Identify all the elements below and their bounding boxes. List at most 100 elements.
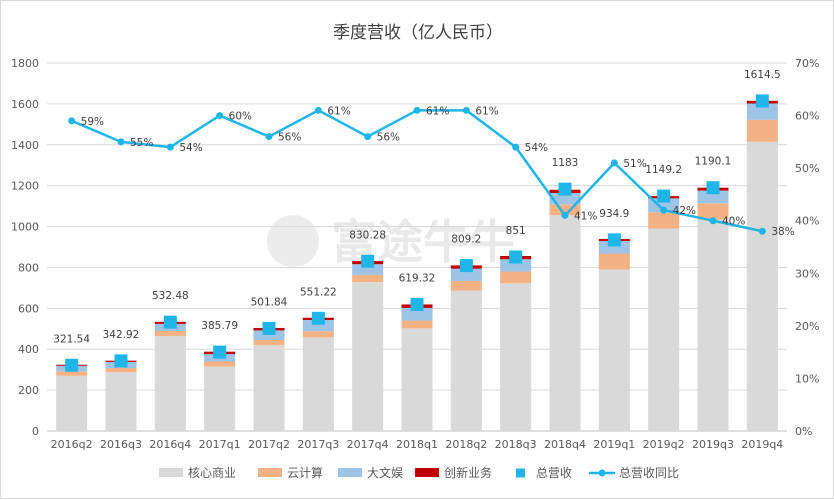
bar-segment-2 xyxy=(697,203,729,220)
total-data-label: 851 xyxy=(506,225,526,237)
total-markers: 321.54 342.92 532.48 385.79 501.84 551.22 830.… xyxy=(53,69,781,372)
total-marker xyxy=(262,321,276,335)
x-tick-label: 2018q2 xyxy=(445,438,487,451)
bar-segment-1 xyxy=(253,345,285,431)
yoy-data-label: 51% xyxy=(623,158,646,170)
y-left-tick-label: 1600 xyxy=(11,98,39,111)
total-data-label: 1183 xyxy=(552,157,579,169)
watermark-logo-icon xyxy=(267,215,319,267)
bar-segment-1 xyxy=(648,228,680,431)
total-data-label: 830.28 xyxy=(349,229,386,241)
yoy-data-label: 38% xyxy=(771,226,794,238)
total-marker xyxy=(213,345,227,359)
total-data-label: 619.32 xyxy=(399,272,436,284)
x-tick-label: 2017q2 xyxy=(248,438,290,451)
bar-segment-2 xyxy=(450,280,482,291)
bar-segment-1 xyxy=(746,141,778,431)
total-marker xyxy=(410,297,424,311)
total-marker xyxy=(361,254,375,268)
total-data-label: 385.79 xyxy=(201,320,238,332)
total-data-label: 342.92 xyxy=(103,329,140,341)
total-data-label: 321.54 xyxy=(53,333,90,345)
yoy-point xyxy=(413,106,421,114)
total-data-label: 1149.2 xyxy=(645,164,682,176)
bar-segment-2 xyxy=(253,340,285,346)
bar-segment-1 xyxy=(154,335,186,431)
x-tick-label: 2018q4 xyxy=(544,438,586,451)
legend-swatch-1 xyxy=(159,468,183,477)
y-left-tick-label: 0 xyxy=(32,425,39,438)
yoy-point xyxy=(561,211,569,219)
bar-segment-3 xyxy=(746,103,778,120)
x-tick-label: 2018q1 xyxy=(396,438,438,451)
yoy-line: 59% 55% 54% 60% 56% 61% 56% 61% 61% 54% 41% 51% 42% 4… xyxy=(68,105,795,238)
y-left-tick-label: 1400 xyxy=(11,139,39,152)
bar-segment-2 xyxy=(598,253,630,270)
yoy-point xyxy=(117,138,125,146)
bar-segment-1 xyxy=(598,269,630,431)
legend-swatch-3 xyxy=(338,468,362,477)
y-right-tick-label: 20% xyxy=(795,320,819,333)
bar-segment-1 xyxy=(204,366,236,431)
yoy-point xyxy=(610,159,618,167)
x-tick-label: 2016q2 xyxy=(51,438,93,451)
bar-segment-2 xyxy=(500,271,532,284)
bar-segment-1 xyxy=(401,328,433,431)
yoy-data-label: 56% xyxy=(278,132,301,144)
yoy-point xyxy=(660,206,668,214)
bar-segment-3 xyxy=(302,319,334,332)
yoy-data-label: 61% xyxy=(475,105,498,117)
bar-segment-1 xyxy=(500,283,532,431)
x-tick-label: 2018q3 xyxy=(495,438,537,451)
bar-segment-3 xyxy=(401,307,433,321)
yoy-data-label: 61% xyxy=(327,105,350,117)
bar-segment-3 xyxy=(253,330,285,341)
bar-segment-3 xyxy=(697,190,729,204)
bar-segment-1 xyxy=(549,215,581,431)
bar-segment-2 xyxy=(549,204,581,216)
watermark-text: 富途牛牛 xyxy=(331,215,515,269)
yoy-point xyxy=(709,217,717,225)
bar-segment-3 xyxy=(598,241,630,254)
total-marker xyxy=(657,189,671,203)
yoy-data-label: 60% xyxy=(229,111,252,123)
bar-segment-2 xyxy=(154,331,186,336)
bar-segment-2 xyxy=(352,274,384,283)
y-right-tick-label: 60% xyxy=(795,110,819,123)
legend-label: 大文娱 xyxy=(367,465,403,480)
y-right-tick-label: 0% xyxy=(795,425,812,438)
legend-swatch-total xyxy=(516,468,525,478)
yoy-data-label: 54% xyxy=(525,142,548,154)
y-right-tick-label: 50% xyxy=(795,162,819,175)
bar-segment-2 xyxy=(56,371,88,376)
bar-segment-2 xyxy=(302,331,334,338)
total-marker xyxy=(755,94,769,108)
total-marker xyxy=(163,315,177,329)
total-data-label: 1190.1 xyxy=(695,156,732,168)
yoy-data-label: 59% xyxy=(81,116,104,128)
legend-label: 创新业务 xyxy=(444,465,492,480)
y-left-tick-label: 400 xyxy=(18,343,39,356)
axis-ticks: 0 200 400 600 800 1000 1200 1400 1600 1800 0% 10% 20… xyxy=(11,57,819,451)
y-right-tick-label: 70% xyxy=(795,57,819,70)
bar-segment-1 xyxy=(450,290,482,431)
y-left-tick-label: 600 xyxy=(18,302,39,315)
bar-segment-3 xyxy=(500,259,532,272)
legend-swatch-4 xyxy=(415,468,439,477)
yoy-data-label: 41% xyxy=(574,210,597,222)
legend-label: 总营收 xyxy=(536,466,572,480)
yoy-point xyxy=(462,106,470,114)
legend-swatch-2 xyxy=(258,468,282,477)
yoy-point xyxy=(758,227,766,235)
y-left-tick-label: 200 xyxy=(18,384,39,397)
bar-segment-2 xyxy=(401,320,433,329)
yoy-data-label: 61% xyxy=(426,105,449,117)
chart-title: 季度营收（亿人民币） xyxy=(333,23,503,43)
bar-segment-3 xyxy=(450,268,482,281)
bar-segment-2 xyxy=(204,361,236,367)
yoy-data-label: 42% xyxy=(673,205,696,217)
x-tick-label: 2017q3 xyxy=(297,438,339,451)
bar-segment-3 xyxy=(549,193,581,205)
